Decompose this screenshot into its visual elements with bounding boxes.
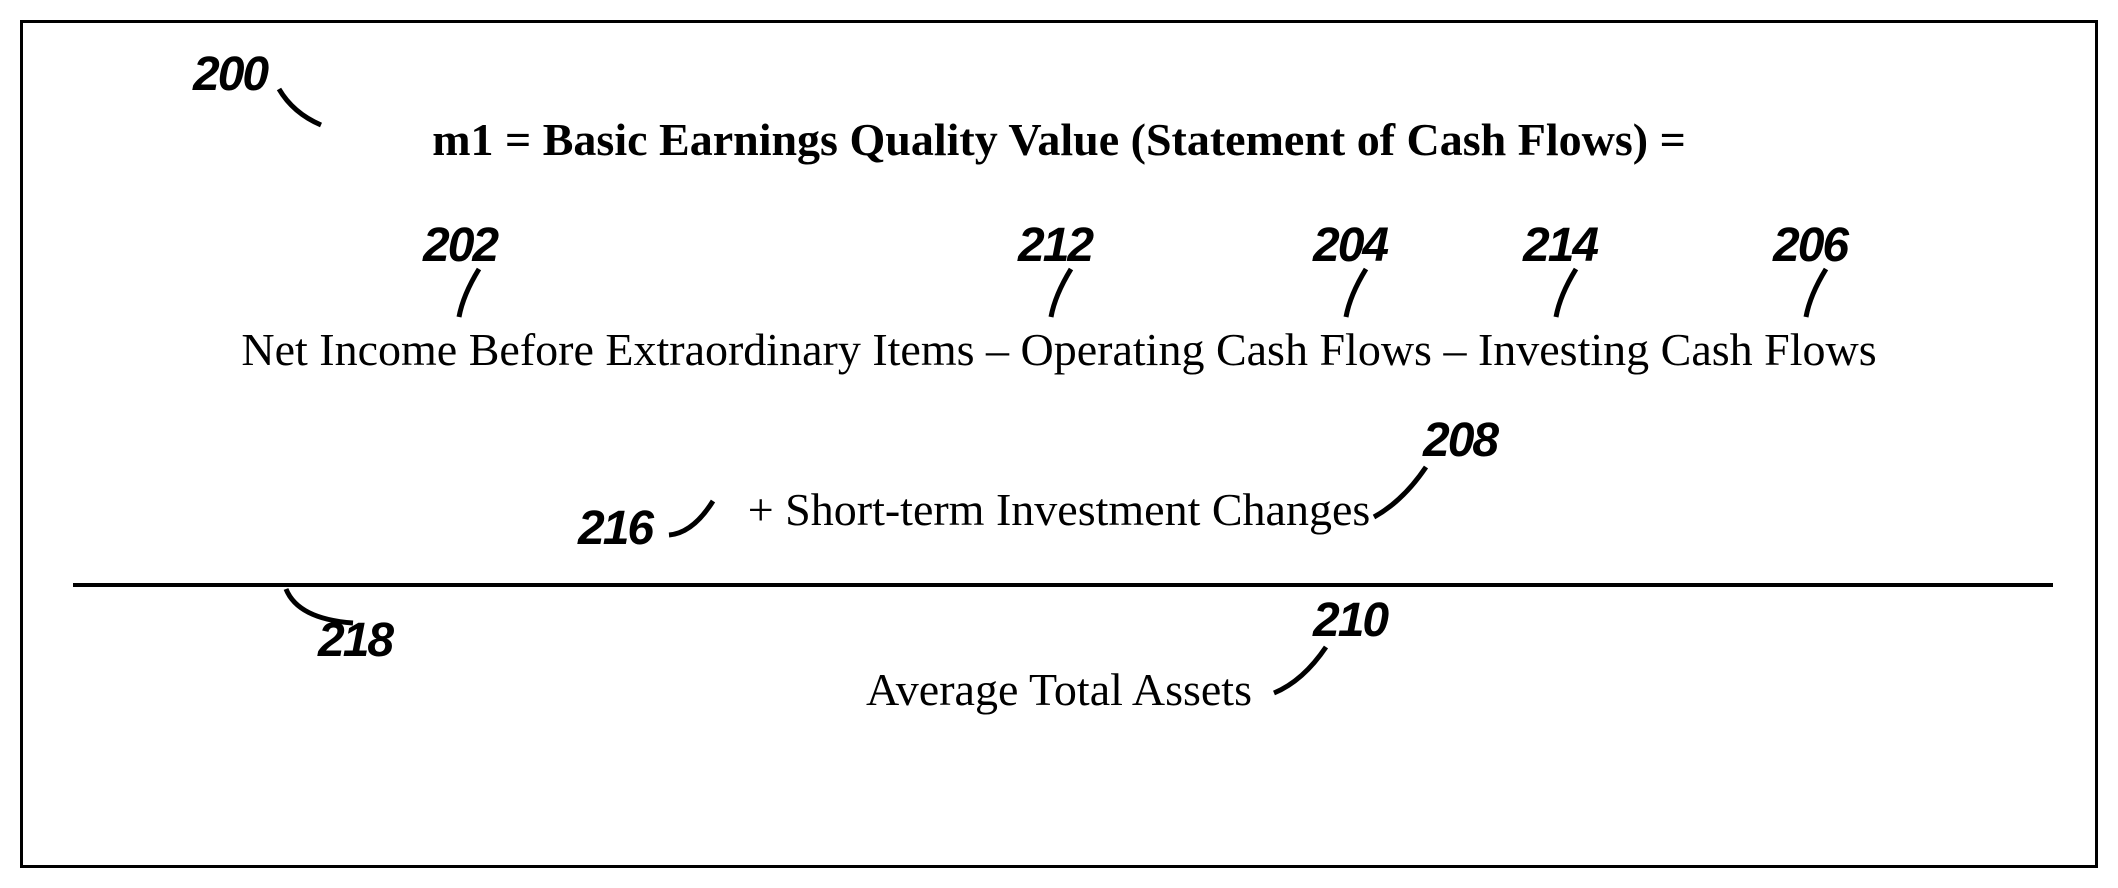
ref-label-210: 210 [1313, 593, 1387, 648]
ref-label-212: 212 [1018, 218, 1092, 273]
ref-label-200: 200 [193, 47, 267, 102]
ref-label-216: 216 [578, 501, 652, 556]
ref-label-214: 214 [1523, 218, 1597, 273]
callout-206 [1798, 265, 1838, 325]
numerator-line-1: Net Income Before Extraordinary Items – … [23, 323, 2095, 376]
fraction-bar [73, 583, 2053, 587]
callout-212 [1043, 265, 1083, 325]
ref-label-208: 208 [1423, 413, 1497, 468]
formula-title: m1 = Basic Earnings Quality Value (State… [23, 113, 2095, 166]
formula-figure: 200 m1 = Basic Earnings Quality Value (S… [20, 20, 2098, 868]
callout-202 [451, 265, 491, 325]
ref-label-218: 218 [318, 613, 392, 668]
numerator-line-2: + Short-term Investment Changes [23, 483, 2095, 536]
ref-label-206: 206 [1773, 218, 1847, 273]
callout-204 [1338, 265, 1378, 325]
ref-label-204: 204 [1313, 218, 1387, 273]
ref-label-202: 202 [423, 218, 497, 273]
denominator: Average Total Assets [23, 663, 2095, 716]
callout-214 [1548, 265, 1588, 325]
